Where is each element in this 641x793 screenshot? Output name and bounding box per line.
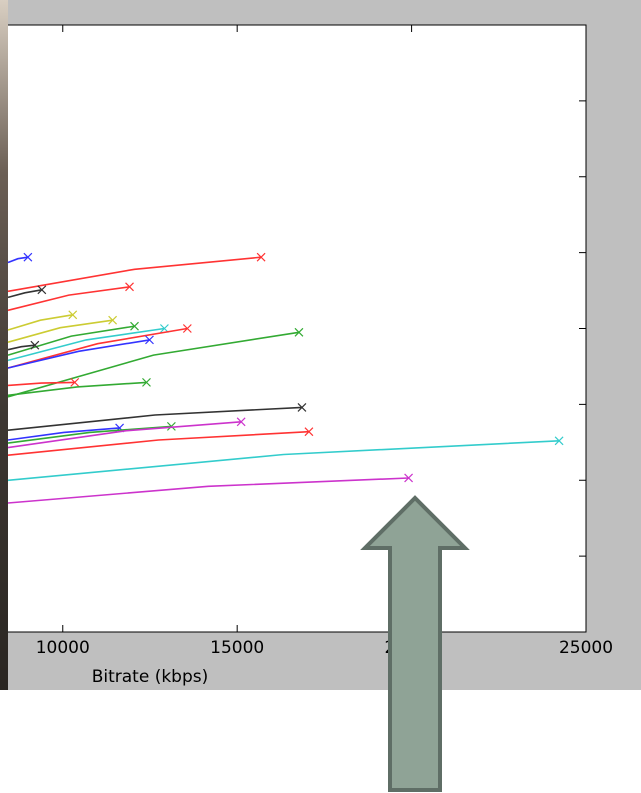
x-axis-label: Bitrate (kbps) bbox=[92, 667, 209, 687]
x-tick-label: 25000 bbox=[559, 638, 613, 658]
x-tick-label: 15000 bbox=[210, 638, 264, 658]
plot-area bbox=[8, 25, 586, 632]
screenshot: Bitrate (kbps) 10000150002000025000 bbox=[0, 0, 641, 793]
x-tick-label: 10000 bbox=[36, 638, 90, 658]
background-photo-strip bbox=[0, 0, 8, 690]
